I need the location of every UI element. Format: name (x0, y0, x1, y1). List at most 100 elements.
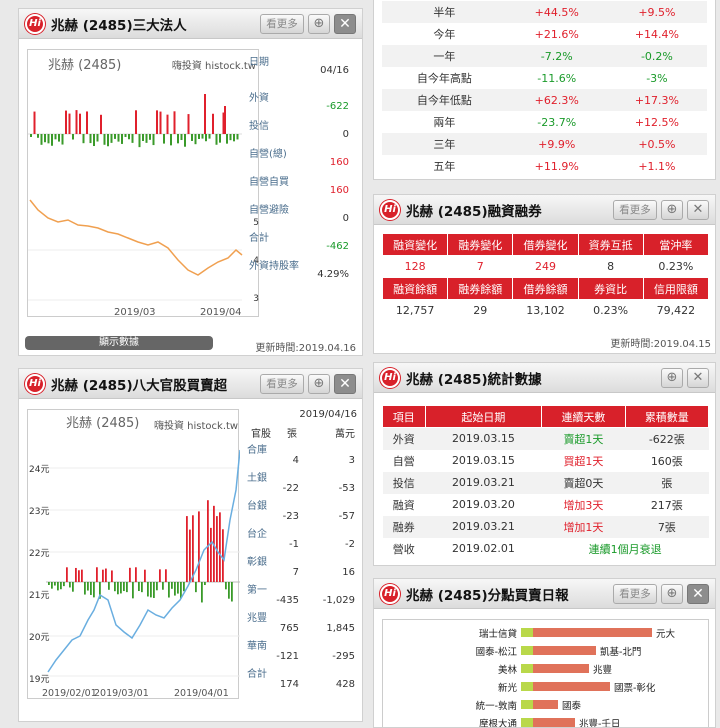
govt-flow-bar (78, 570, 80, 582)
broker-panel: Hi 兆赫 (2485)分點買賣日報 看更多 ⊕ ✕ 瑞士信貸 元大 國泰-松江 凱基… (373, 578, 716, 728)
stock-return: -11.6% (537, 71, 577, 85)
margin-value-cell: 0.23% (593, 304, 629, 318)
buy-bar (521, 628, 533, 637)
panel-header: Hi 兆赫 (2485)融資融券 看更多 ⊕ ✕ (374, 195, 715, 225)
flow-bar (51, 134, 53, 146)
market-return: +0.5% (606, 133, 707, 155)
x-label-apr: 2019/04/01 (174, 688, 229, 699)
zoom-icon[interactable]: ⊕ (308, 373, 330, 394)
close-icon[interactable]: ✕ (687, 199, 709, 220)
sell-bar (533, 682, 610, 691)
market-return: +17.3% (606, 89, 707, 111)
histock-logo: Hi (380, 583, 400, 604)
sell-bar (533, 646, 596, 655)
stock-return: +44.5% (506, 1, 607, 23)
govt-header-amount: 萬元 (335, 429, 355, 440)
sell-bar (533, 718, 575, 727)
more-button[interactable]: 看更多 (260, 13, 304, 34)
govt-flow-bar (162, 582, 164, 590)
stats-header-cell: 起始日期 (424, 405, 543, 428)
govt-bank-name: 兆豐 (247, 613, 267, 624)
flow-bar (219, 134, 221, 143)
panel-header: Hi 兆赫 (2485)三大法人 看更多 ⊕ ✕ (19, 9, 362, 39)
chart-watermark: 嗨投資 histock.tw (154, 421, 239, 432)
stats-item: 營收 (392, 542, 415, 556)
govt-bank-name: 土銀 (247, 473, 267, 484)
panel-title: 兆赫 (2485)分點買賣日報 (406, 587, 569, 604)
govt-flow-bar (120, 582, 122, 594)
govt-flow-bar (108, 582, 110, 590)
flow-bar (159, 111, 162, 134)
row-label: 合計 (249, 233, 269, 244)
margin-value-cell: 249 (534, 260, 556, 273)
chart-stock-label: 兆赫 (2485) (66, 416, 140, 431)
stats-quantity: 張 (625, 471, 709, 494)
buy-bar (521, 718, 533, 727)
govt-bank-lots: -435 (276, 595, 299, 606)
govt-flow-bar (57, 582, 59, 591)
institutional-row: 外資持股率 4.29% (249, 257, 349, 285)
flow-bar (79, 113, 81, 134)
govt-flow-bar (207, 500, 209, 582)
govt-flow-bar (189, 529, 191, 582)
margin-value-cell: 12,757 (395, 304, 435, 318)
flow-bar (224, 106, 226, 134)
show-data-button[interactable]: 顯示數據 (25, 336, 213, 350)
govt-flow-bar (186, 516, 188, 582)
stats-start-date: 2019.03.20 (451, 498, 515, 511)
stats-item: 自營 (392, 454, 415, 468)
stats-header-cell: 累積數量 (624, 405, 710, 428)
flow-bar (187, 114, 190, 134)
row-value: 0 (342, 129, 349, 140)
govt-bank-amount: -295 (332, 651, 355, 662)
govt-flow-bar (222, 529, 224, 582)
stats-start-date: 2019.03.15 (451, 454, 515, 467)
more-button[interactable]: 看更多 (613, 583, 657, 604)
zoom-icon[interactable]: ⊕ (308, 13, 330, 34)
flow-bar (138, 134, 141, 148)
govt-bank-amount: -57 (338, 511, 355, 522)
zoom-icon[interactable]: ⊕ (661, 367, 683, 388)
govt-flow-bar (165, 569, 167, 582)
govt-flow-bar (90, 582, 92, 595)
zoom-icon[interactable]: ⊕ (661, 199, 683, 220)
govt-header-lots: 張 (287, 429, 297, 440)
stock-return: +21.6% (534, 27, 579, 41)
zoom-icon[interactable]: ⊕ (661, 583, 683, 604)
institutional-bars-svg (28, 94, 243, 301)
stats-streak: 連續1個月衰退 (588, 542, 662, 556)
more-button[interactable]: 看更多 (613, 199, 657, 220)
margin-value-cell: 8 (607, 260, 615, 273)
histock-logo: Hi (380, 199, 400, 220)
close-icon[interactable]: ✕ (687, 583, 709, 604)
more-button[interactable]: 看更多 (260, 373, 304, 394)
close-icon[interactable]: ✕ (334, 13, 356, 34)
flow-bar (215, 134, 218, 145)
period-label: 今年 (433, 28, 456, 41)
flow-bar (44, 134, 46, 143)
period-label: 兩年 (433, 116, 456, 129)
buy-bar (521, 700, 533, 709)
govt-bank-lots: -1 (289, 539, 299, 550)
flow-bar (103, 134, 106, 145)
row-label: 自營(總) (249, 149, 287, 160)
flow-bar (208, 134, 211, 139)
close-icon[interactable]: ✕ (334, 373, 356, 394)
panel-title: 兆赫 (2485)三大法人 (51, 17, 187, 34)
close-icon[interactable]: ✕ (687, 367, 709, 388)
institutional-row: 合計 -462 (249, 229, 349, 257)
govt-flow-bar (96, 567, 98, 582)
flow-bar (236, 134, 239, 140)
chart-stock-label: 兆赫 (2485) (48, 58, 122, 73)
govt-flow-bar (198, 511, 200, 582)
flow-bar (47, 134, 50, 144)
margin-header-cell: 融券變化 (447, 233, 514, 256)
right-axis-3: 3 (253, 294, 259, 304)
returns-row: 兩年 -23.7% +12.5% (382, 111, 707, 133)
margin-value-cell: 29 (473, 304, 488, 318)
govt-bank-name: 第一 (247, 585, 267, 596)
flow-bar (173, 111, 176, 134)
flow-bar (142, 134, 144, 141)
buyer-broker: 瑞士信貸 (478, 629, 517, 640)
institutional-row: 外資 -622 (249, 89, 349, 117)
